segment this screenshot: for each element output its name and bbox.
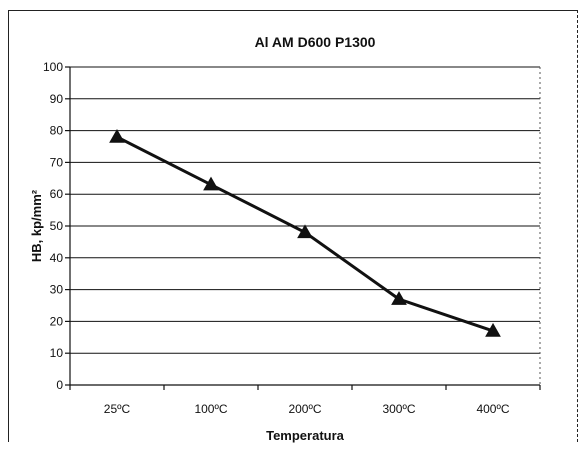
x-tick-label: 200ºC (288, 402, 321, 416)
x-tick-label: 300ºC (382, 402, 415, 416)
y-tick-label: 90 (50, 92, 64, 106)
y-tick-label: 0 (56, 378, 63, 392)
data-point-marker (109, 128, 125, 143)
data-point-marker (297, 224, 313, 239)
x-axis-label: Temperatura (266, 428, 345, 443)
data-point-marker (391, 291, 407, 305)
axes (65, 66, 541, 390)
gridlines (70, 66, 540, 354)
y-tick-label: 70 (50, 155, 64, 169)
y-axis-label: HB, kp/mm² (29, 189, 44, 262)
x-tick-label: 100ºC (194, 402, 227, 416)
data-point-marker (485, 322, 501, 337)
x-tick-label: 400ºC (476, 402, 509, 416)
y-tick-label: 10 (50, 346, 64, 360)
y-tick-labels: 0 10 20 30 40 50 60 70 80 90 100 (43, 60, 63, 392)
x-tick-label: 25ºC (104, 402, 131, 416)
x-tick-labels: 25ºC 100ºC 200ºC 300ºC 400ºC (104, 402, 510, 416)
y-tick-label: 40 (50, 251, 64, 265)
y-tick-label: 80 (50, 124, 64, 138)
data-point-marker (203, 176, 219, 191)
series-layer (109, 128, 501, 337)
y-tick-label: 60 (50, 187, 64, 201)
y-tick-label: 20 (50, 314, 64, 328)
y-tick-label: 100 (43, 60, 63, 74)
chart-title: Al AM D600 P1300 (255, 34, 376, 50)
y-tick-label: 50 (50, 219, 64, 233)
y-tick-label: 30 (50, 283, 64, 297)
